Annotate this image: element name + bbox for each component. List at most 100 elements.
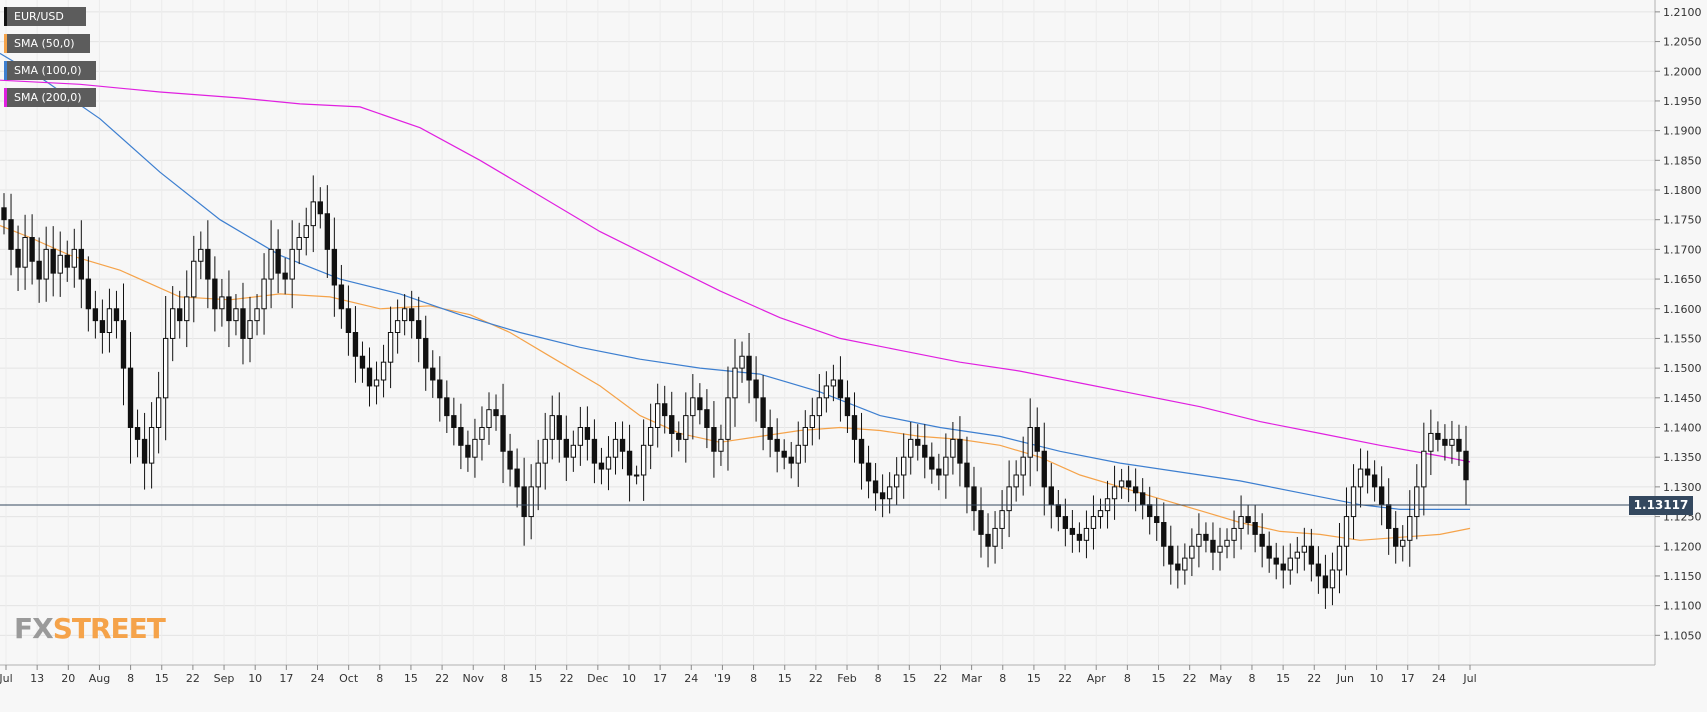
candle-body: [22, 237, 28, 268]
candle-body: [549, 415, 555, 440]
logo-street: STREET: [52, 612, 166, 645]
candle-body: [1111, 486, 1118, 500]
candle-body: [1287, 557, 1293, 571]
candle-body: [612, 438, 619, 458]
candle-body: [1336, 545, 1343, 571]
x-tick-label: 17: [653, 672, 667, 685]
x-tick-label: 17: [1401, 672, 1415, 685]
candle-body: [683, 415, 689, 440]
candle-body: [36, 260, 42, 280]
legend-swatch: [4, 34, 7, 53]
candle-body: [788, 456, 794, 464]
candle-body: [774, 438, 780, 452]
candle-body: [1371, 474, 1378, 488]
candle-body: [500, 415, 506, 452]
x-tick-label: 15: [902, 672, 916, 685]
candle-body: [177, 308, 183, 322]
candle-body: [851, 415, 858, 440]
candle-body: [605, 456, 612, 470]
candle-body: [380, 361, 387, 381]
candle-body: [1428, 432, 1434, 452]
x-tick-label: 8: [376, 672, 383, 685]
candle-body: [1048, 486, 1054, 506]
candle-body: [148, 427, 155, 464]
candle-body: [408, 308, 415, 322]
candle-body: [366, 367, 373, 387]
legend-sma50[interactable]: SMA (50,0): [4, 34, 90, 53]
candle-body: [570, 444, 577, 458]
candle-body: [971, 486, 977, 512]
x-tick-label: 8: [127, 672, 134, 685]
candle-body: [816, 397, 823, 417]
y-tick-label: 1.1700: [1663, 243, 1702, 256]
candle-body: [669, 415, 675, 434]
candle-body: [486, 409, 492, 428]
x-tick-label: Sep: [214, 672, 235, 685]
candle-body: [191, 260, 197, 298]
x-tick-label: Nov: [462, 672, 484, 685]
candle-body: [704, 409, 710, 428]
candle-body: [1245, 516, 1251, 523]
candle-body: [1449, 438, 1455, 446]
candle-body: [282, 272, 288, 280]
legend-swatch: [4, 88, 7, 107]
x-tick-label: 22: [933, 672, 947, 685]
candle-body: [1400, 539, 1406, 547]
candle-body: [106, 308, 113, 333]
candle-body: [725, 397, 731, 440]
x-tick-label: Jul: [0, 672, 13, 685]
y-tick-label: 1.1950: [1663, 95, 1702, 108]
candle-body: [1350, 486, 1357, 518]
candle-body: [619, 438, 626, 452]
candle-body: [162, 337, 169, 399]
x-tick-label: 13: [30, 672, 44, 685]
legend-eurusd[interactable]: EUR/USD: [4, 7, 86, 26]
logo-fx: FX: [14, 612, 54, 645]
candle-body: [359, 355, 366, 369]
legend-sma100[interactable]: SMA (100,0): [4, 61, 96, 80]
candle-body: [662, 403, 668, 417]
candle-body: [978, 510, 984, 535]
candle-body: [352, 332, 359, 357]
candle-body: [865, 462, 872, 482]
candle-body: [120, 320, 127, 369]
candle-body: [514, 468, 520, 488]
x-tick-label: May: [1209, 672, 1232, 685]
candle-body: [198, 248, 204, 262]
legend-sma200[interactable]: SMA (200,0): [4, 88, 96, 107]
candle-body: [1097, 510, 1104, 518]
candle-body: [858, 438, 865, 464]
y-tick-label: 1.1400: [1663, 422, 1702, 435]
candle-body: [219, 296, 225, 310]
candle-body: [950, 438, 956, 458]
candle-body: [760, 397, 766, 428]
candle-body: [465, 444, 471, 458]
y-tick-label: 1.1550: [1663, 332, 1702, 345]
x-tick-label: Apr: [1087, 672, 1107, 685]
candle-body: [296, 237, 302, 250]
candle-body: [479, 427, 485, 440]
candle-body: [556, 415, 562, 440]
candle-body: [373, 379, 380, 387]
x-tick-label: Jul: [1462, 672, 1476, 685]
candle-body: [155, 397, 162, 428]
y-tick-label: 1.1450: [1663, 392, 1702, 405]
candle-body: [633, 474, 640, 477]
x-tick-label: 22: [1183, 672, 1197, 685]
candle-body: [8, 219, 14, 250]
candle-body: [943, 456, 949, 476]
x-tick-label: 8: [750, 672, 757, 685]
candle-body: [1456, 438, 1462, 452]
y-tick-label: 1.1650: [1663, 273, 1702, 286]
x-tick-label: 15: [155, 672, 169, 685]
candle-body: [331, 248, 338, 286]
candle-body: [15, 248, 21, 268]
y-tick-label: 1.1100: [1663, 600, 1702, 613]
candle-body: [901, 456, 907, 476]
candle-body: [1139, 492, 1146, 506]
candle-body: [1175, 563, 1181, 571]
x-tick-label: 15: [1276, 672, 1290, 685]
x-tick-label: 22: [560, 672, 574, 685]
candle-body: [964, 462, 970, 488]
